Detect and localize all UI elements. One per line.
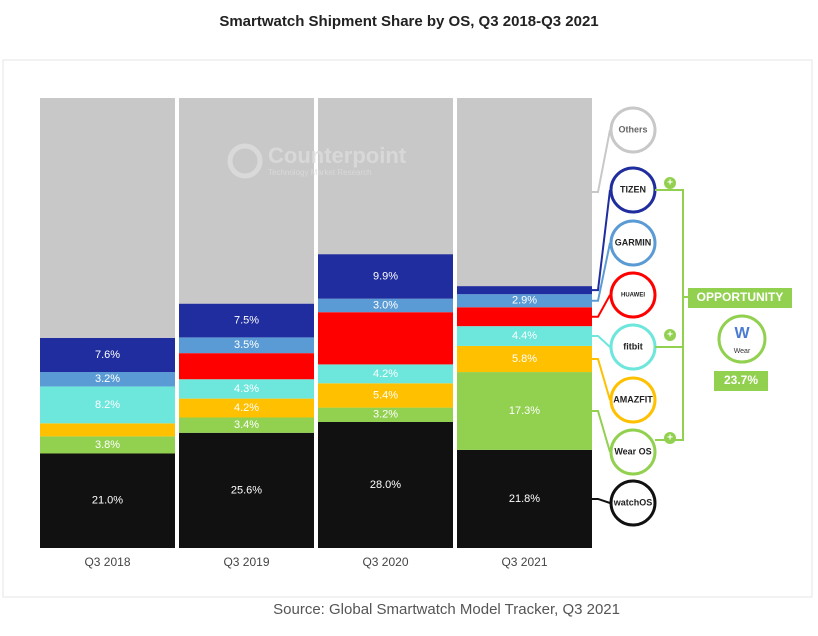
bar-segment (179, 98, 314, 304)
legend-marker (609, 271, 657, 319)
x-tick-label: Q3 2021 (501, 555, 547, 569)
watermark-logo (227, 143, 263, 179)
value-label: 4.2% (373, 368, 398, 380)
x-tick-label: Q3 2020 (362, 555, 408, 569)
bar-segment (457, 449, 592, 548)
watermark-sub: Technology Market Research (268, 168, 372, 177)
value-label: 4.2% (234, 402, 259, 414)
wear-logo-text: Wear (734, 348, 751, 355)
value-label: 5.4% (373, 389, 398, 401)
bar-segment (179, 417, 314, 433)
bar-segment (40, 372, 175, 387)
value-label: 9.9% (373, 270, 398, 282)
chart-title: Smartwatch Shipment Share by OS, Q3 2018… (219, 13, 598, 30)
bar-segment (179, 398, 314, 418)
value-label: 7.6% (95, 349, 120, 361)
legend-label: AMAZFIT (613, 394, 653, 404)
legend-connector (592, 497, 611, 504)
legend-connector (592, 129, 611, 194)
legend-label: watchOS (613, 497, 653, 507)
bar-segment (179, 303, 314, 338)
svg-text:+: + (667, 433, 673, 444)
value-label: 8.2% (95, 399, 120, 411)
legend-connector (592, 409, 611, 453)
bar-segment (318, 407, 453, 422)
legend-connector (592, 335, 611, 348)
legend-label: TIZEN (620, 184, 646, 194)
opportunity-label: OPPORTUNITY (697, 290, 784, 304)
source: Source: Global Smartwatch Model Tracker,… (273, 601, 620, 618)
value-label: 3.0% (373, 299, 398, 311)
value-label: 3.2% (95, 373, 120, 385)
value-label: 28.0% (370, 479, 401, 491)
value-label: 4.3% (234, 383, 259, 395)
bracket (655, 189, 690, 441)
bar-segment (457, 326, 592, 346)
bar-segment (318, 312, 453, 365)
value-label: 3.2% (373, 409, 398, 421)
wear-icon: W (734, 325, 750, 342)
wear-logo (717, 314, 767, 364)
legend-label: GARMIN (615, 237, 652, 247)
bar-segment (457, 294, 592, 308)
opportunity-value: 23.7% (724, 373, 758, 387)
bar-segment (40, 337, 175, 373)
legend-label: fitbit (623, 341, 643, 351)
value-label: 25.6% (231, 484, 262, 496)
legend-marker (609, 479, 657, 527)
legend-connector (592, 189, 611, 292)
value-label: 3.5% (234, 339, 259, 351)
bar-segment (179, 432, 314, 548)
value-label: 2.9% (512, 295, 537, 307)
bar-segment (457, 345, 592, 373)
bar-segment (318, 254, 453, 299)
svg-text:+: + (667, 178, 673, 189)
value-label: 21.8% (509, 493, 540, 505)
watermark: Counterpoint (268, 143, 407, 168)
plus-icons: + + + (664, 177, 676, 444)
legend-connector (592, 242, 611, 302)
legend-label: HUAWEI (621, 293, 645, 299)
bar-segment (457, 286, 592, 295)
bar-segment (40, 98, 175, 338)
opportunity-value-box (714, 371, 768, 391)
bar-segment (457, 98, 592, 287)
bar-segment (40, 423, 175, 437)
value-label: 3.8% (95, 439, 120, 451)
bar-segment (40, 453, 175, 548)
bar-segment (318, 98, 453, 255)
legend-marker (609, 428, 657, 476)
value-label: 5.8% (512, 353, 537, 365)
bar-segment (40, 386, 175, 424)
bar-segment (457, 372, 592, 450)
bar-segment (179, 379, 314, 399)
value-label: 3.4% (234, 419, 259, 431)
bar-segment (40, 436, 175, 454)
x-tick-label: Q3 2019 (223, 555, 269, 569)
bar-segment (318, 383, 453, 408)
value-label: 4.4% (512, 330, 537, 342)
plot: 21.0% 3.8% 8.2% 3.2% 7.6% Q3 2018 25.6% 3.4% 4.2… (40, 98, 657, 569)
legend-marker (609, 106, 657, 154)
x-tick-label: Q3 2018 (84, 555, 130, 569)
opportunity-box (688, 288, 792, 308)
legend-label: Others (618, 124, 647, 134)
value-label: 17.3% (509, 405, 540, 417)
value-label: 7.5% (234, 314, 259, 326)
legend-connector (592, 294, 611, 318)
bar-segment (179, 337, 314, 354)
legend-connector (592, 358, 611, 401)
bar-segment (318, 364, 453, 384)
bar-segment (457, 307, 592, 327)
value-label: 21.0% (92, 495, 123, 507)
legend-label: Wear OS (614, 446, 651, 456)
bar-segment (179, 353, 314, 380)
bar-segment (318, 422, 453, 548)
svg-text:+: + (667, 330, 673, 341)
panel (2, 59, 813, 598)
legend-marker (609, 219, 657, 267)
legend-marker (609, 376, 657, 424)
bar-segment (318, 298, 453, 313)
